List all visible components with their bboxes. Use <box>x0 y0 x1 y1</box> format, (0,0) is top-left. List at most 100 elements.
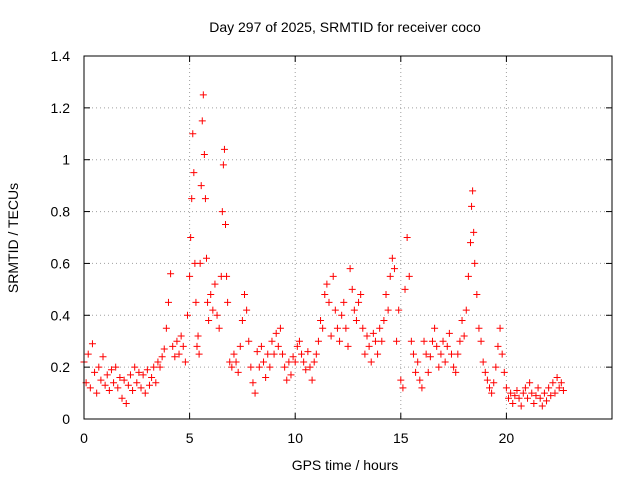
data-point-marker <box>498 350 506 358</box>
data-point-marker <box>555 384 563 392</box>
data-point-marker <box>285 358 293 366</box>
data-point-marker <box>439 337 447 345</box>
data-point-marker <box>483 376 491 384</box>
data-point-marker <box>167 270 175 278</box>
data-point-marker <box>95 363 103 371</box>
x-tick-label: 5 <box>186 430 194 446</box>
axis-ticks <box>83 55 612 420</box>
data-point-marker <box>403 234 411 241</box>
data-point-marker <box>91 368 99 376</box>
data-point-marker <box>342 324 350 332</box>
data-point-marker <box>169 342 177 350</box>
data-point-marker <box>547 392 555 400</box>
data-point-marker <box>274 342 282 350</box>
data-point-marker <box>302 366 310 374</box>
data-point-marker <box>150 363 158 371</box>
data-point-marker <box>199 91 207 99</box>
data-point-marker <box>559 386 567 394</box>
data-point-marker <box>517 402 525 410</box>
data-point-marker <box>454 350 462 358</box>
data-point-marker <box>460 332 468 340</box>
data-point-marker <box>329 272 337 280</box>
data-point-marker <box>490 379 498 387</box>
data-point-marker <box>447 350 455 358</box>
y-tick-labels: 0 0.2 0.4 0.6 0.8 1 1.2 1.4 <box>51 48 71 427</box>
data-point-marker <box>502 384 510 392</box>
data-point-marker <box>437 350 445 358</box>
data-point-marker <box>549 379 557 387</box>
data-point-marker <box>196 259 204 267</box>
data-point-marker <box>93 389 101 397</box>
data-point-marker <box>241 291 249 299</box>
data-point-marker <box>218 208 226 216</box>
data-point-marker <box>293 342 301 350</box>
data-point-marker <box>110 379 118 387</box>
data-point-marker <box>158 353 166 361</box>
data-point-marker <box>198 117 206 125</box>
data-point-marker <box>211 280 219 288</box>
grid-lines <box>84 56 612 419</box>
data-point-marker <box>189 130 197 138</box>
data-point-marker <box>479 358 487 366</box>
data-point-marker <box>230 350 238 358</box>
data-point-marker <box>177 332 185 340</box>
data-point-marker <box>281 363 289 371</box>
data-point-marker <box>107 366 115 374</box>
data-point-marker <box>276 324 284 332</box>
data-point-marker <box>323 280 331 288</box>
chart-title: Day 297 of 2025, SRMTID for receiver coc… <box>209 19 481 35</box>
data-point-marker <box>488 389 496 397</box>
data-point-marker <box>103 371 111 379</box>
data-point-marker <box>129 386 137 394</box>
data-point-marker <box>181 358 189 366</box>
x-axis-label: GPS time / hours <box>292 457 399 473</box>
data-point-marker <box>264 350 272 358</box>
data-point-marker <box>207 291 215 299</box>
data-point-marker <box>249 379 257 387</box>
data-point-marker <box>361 350 369 358</box>
data-point-marker <box>97 376 105 384</box>
data-point-marker <box>243 306 251 314</box>
data-point-marker <box>289 353 297 361</box>
data-point-marker <box>179 342 187 350</box>
data-point-marker <box>201 195 209 203</box>
data-point-marker <box>306 363 314 371</box>
data-point-marker <box>295 337 303 345</box>
data-point-marker <box>468 202 476 210</box>
data-point-marker <box>470 228 478 236</box>
data-point-marker <box>407 337 415 345</box>
data-point-marker <box>222 221 230 229</box>
data-point-marker <box>219 161 227 169</box>
data-point-marker <box>475 324 483 332</box>
data-point-marker <box>492 363 500 371</box>
data-point-marker <box>139 371 147 379</box>
data-point-marker <box>424 368 432 376</box>
data-point-marker <box>319 324 327 332</box>
data-point-marker <box>251 389 259 397</box>
data-point-marker <box>418 384 426 392</box>
data-point-marker <box>426 353 434 361</box>
data-point-marker <box>340 298 348 306</box>
data-point-marker <box>152 379 160 387</box>
data-point-marker <box>223 272 231 280</box>
data-point-marker <box>452 368 460 376</box>
data-point-marker <box>228 363 236 371</box>
data-point-marker <box>464 272 472 280</box>
data-point-marker <box>365 342 373 350</box>
data-point-marker <box>101 381 109 389</box>
data-point-marker <box>234 368 242 376</box>
data-point-marker <box>388 254 396 262</box>
data-point-marker <box>481 368 489 376</box>
data-point-marker <box>352 316 360 324</box>
data-point-marker <box>162 324 170 332</box>
data-point-marker <box>287 371 295 379</box>
data-point-marker <box>291 358 299 366</box>
data-point-marker <box>114 384 122 392</box>
data-point-marker <box>226 358 234 366</box>
data-point-marker <box>224 298 232 306</box>
y-tick-label: 0.8 <box>51 204 71 220</box>
data-point-marker <box>496 324 504 332</box>
data-point-marker <box>148 374 156 382</box>
data-point-marker <box>371 337 379 345</box>
data-point-marker <box>543 397 551 405</box>
